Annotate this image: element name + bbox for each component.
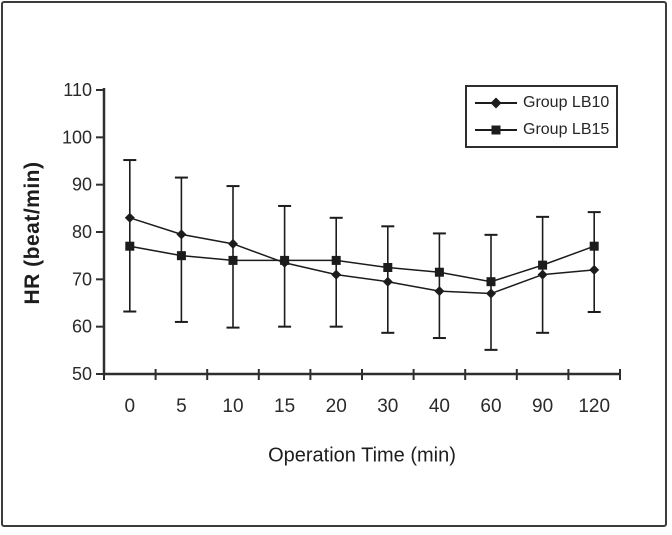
y-tick-label: 100 <box>62 127 92 147</box>
square-data-point <box>486 277 496 287</box>
y-tick-label: 50 <box>72 364 92 384</box>
square-data-point <box>589 241 599 251</box>
x-tick-label: 5 <box>176 396 187 417</box>
series-line-lb10 <box>129 217 595 295</box>
square-data-point <box>383 263 393 272</box>
square-data-point <box>280 255 290 265</box>
diamond-data-point <box>434 286 445 297</box>
series-line-lb15 <box>129 245 595 283</box>
x-tick-label: 120 <box>578 396 610 417</box>
y-axis-title: HR (beat/min) <box>21 161 44 305</box>
legend-item-group-lb10: Group LB10 <box>474 90 612 116</box>
square-data-point <box>538 260 548 270</box>
x-tick-label: 0 <box>125 396 136 417</box>
y-tick-label: 110 <box>63 80 92 100</box>
x-tick-label: 90 <box>532 396 553 417</box>
x-tick-label: 30 <box>377 396 398 417</box>
diamond-data-point <box>486 288 496 299</box>
x-tick-label: 60 <box>480 396 501 417</box>
square-data-point <box>176 251 186 261</box>
legend-item-group-lb15: Group LB15 <box>474 117 612 143</box>
square-data-point <box>228 255 238 265</box>
diamond-data-point <box>589 264 600 275</box>
x-tick-label: 10 <box>222 396 243 417</box>
diamond-data-point <box>382 276 393 287</box>
square-data-point <box>125 241 135 251</box>
y-tick-label: 60 <box>72 317 92 337</box>
diamond-data-point <box>331 269 342 280</box>
legend: Group LB10 Group LB15 <box>465 85 618 148</box>
diamond-data-point <box>124 212 135 223</box>
y-tick-label: 90 <box>72 175 92 195</box>
x-tick-label: 40 <box>429 396 450 417</box>
y-tick-label: 70 <box>72 269 92 289</box>
square-data-point <box>434 267 444 277</box>
square-marker-icon <box>475 125 517 135</box>
diamond-marker-icon <box>475 97 517 109</box>
x-tick-label: 15 <box>274 396 295 417</box>
legend-label-group-lb10: Group LB10 <box>523 94 610 111</box>
square-data-point <box>331 255 341 265</box>
x-axis-title: Operation Time (min) <box>268 444 456 467</box>
diamond-data-point <box>537 269 548 280</box>
y-tick-label: 80 <box>72 222 92 242</box>
diamond-data-point <box>228 238 238 249</box>
diamond-data-point <box>176 229 187 240</box>
legend-label-group-lb15: Group LB15 <box>523 121 610 138</box>
x-tick-label: 20 <box>326 396 347 417</box>
